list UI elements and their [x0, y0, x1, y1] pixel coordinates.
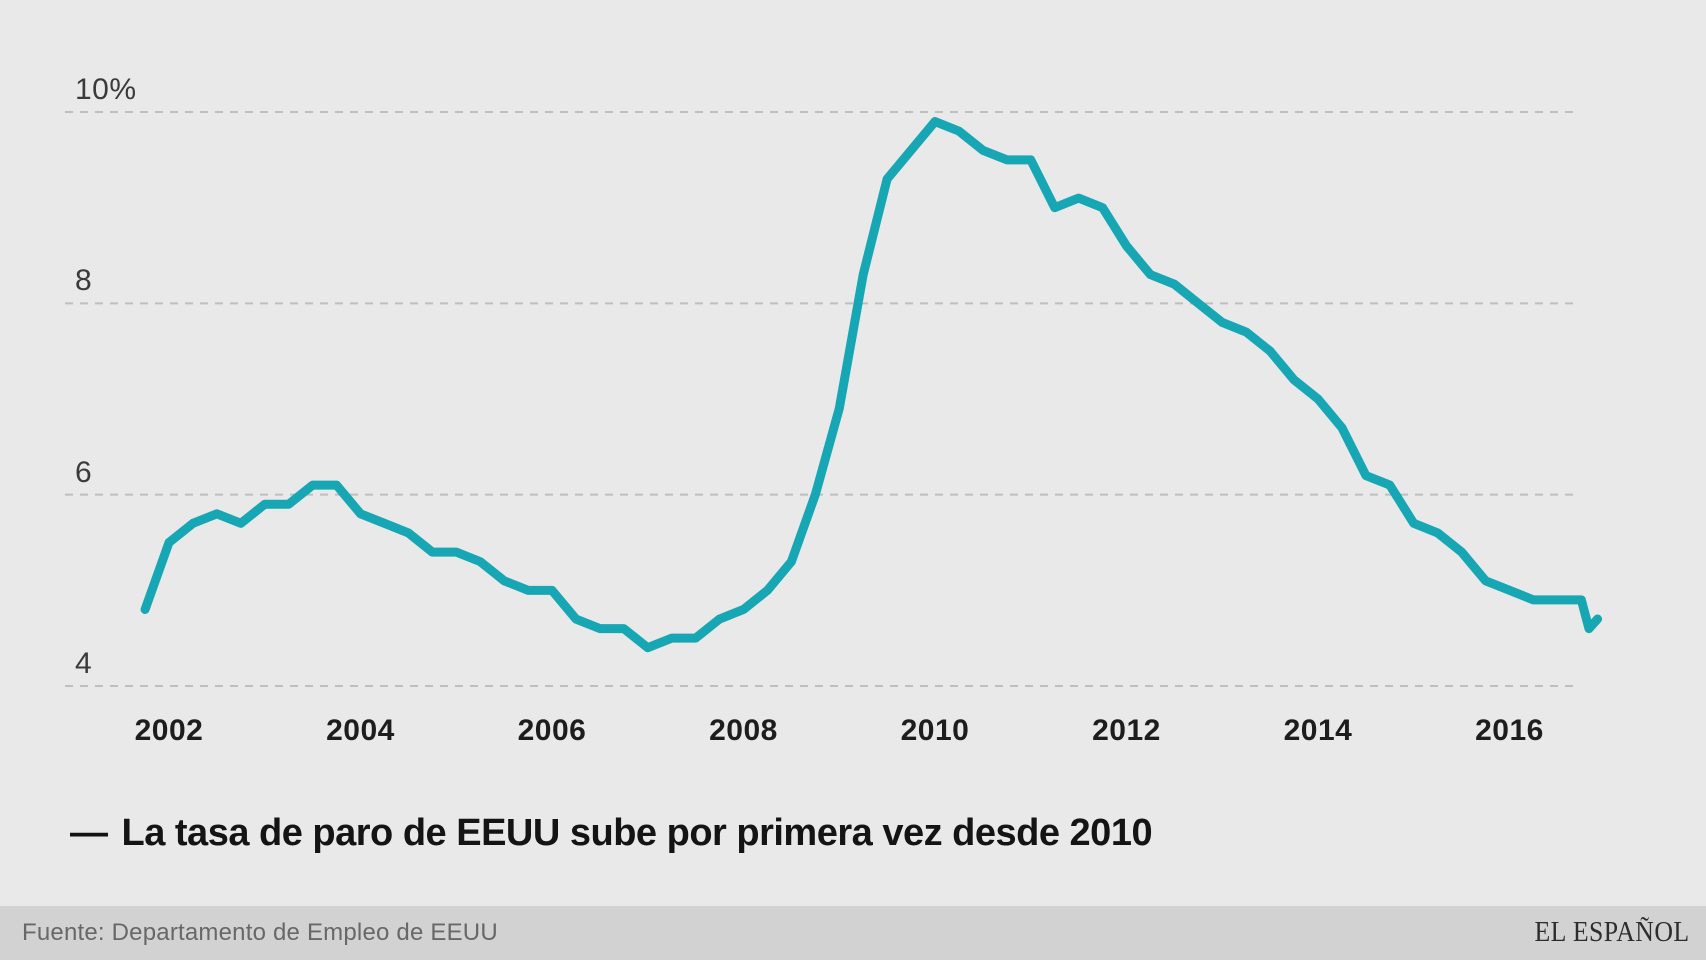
data-line-tasa-de-paro	[140, 117, 1603, 653]
y-tick-label: 6	[75, 455, 93, 489]
caption-dash-marker: —	[70, 812, 108, 854]
x-tick-label: 2016	[1475, 714, 1544, 747]
x-tick-label: 2010	[900, 714, 970, 747]
caption-text: La tasa de paro de EEUU sube por primera…	[121, 812, 1153, 854]
x-tick-label: 2006	[517, 714, 587, 747]
x-tick-label: 2004	[326, 714, 395, 747]
brand-logo: EL ESPAÑOL	[1534, 917, 1690, 948]
source-credit: Fuente: Departamento de Empleo de EEUU	[22, 919, 498, 946]
y-tick-label: 10%	[75, 72, 137, 106]
x-tick-label: 2014	[1283, 714, 1353, 747]
chart-caption: — La tasa de paro de EEUU sube por primer…	[70, 812, 1153, 855]
y-tick-label: 4	[75, 647, 93, 680]
x-tick-label: 2012	[1092, 714, 1161, 747]
y-tick-label: 8	[75, 264, 93, 298]
footer-bar: Fuente: Departamento de Empleo de EEUU E…	[0, 906, 1706, 960]
x-tick-label: 2008	[709, 714, 778, 747]
x-tick-label: 2002	[134, 714, 204, 747]
